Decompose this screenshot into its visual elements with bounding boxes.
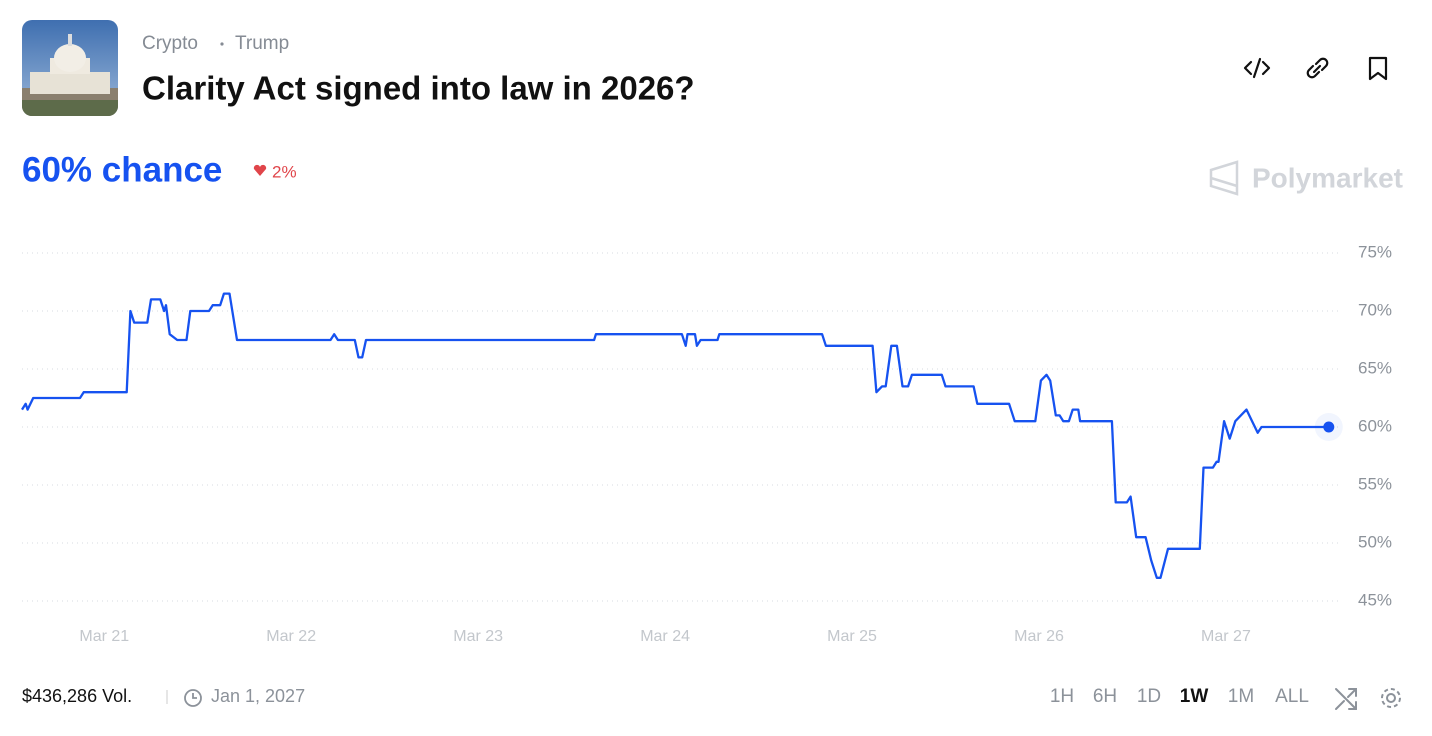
brand-logo bbox=[1209, 160, 1239, 196]
tag[interactable]: Crypto bbox=[142, 33, 198, 54]
end-date: Jan 1, 2027 bbox=[211, 686, 305, 706]
price-line bbox=[21, 292, 1329, 579]
tag[interactable]: Trump bbox=[235, 33, 289, 54]
y-tick-label: 60% bbox=[1358, 416, 1392, 435]
market-title: Clarity Act signed into law in 2026? bbox=[142, 70, 695, 107]
y-tick-label: 70% bbox=[1358, 300, 1392, 319]
settings-icon[interactable] bbox=[1381, 688, 1401, 708]
timeframe-button[interactable]: 6H bbox=[1093, 686, 1117, 707]
shuffle-icon[interactable] bbox=[1335, 688, 1357, 710]
bookmark-icon[interactable] bbox=[1368, 56, 1388, 81]
y-tick-label: 50% bbox=[1358, 532, 1392, 551]
separator bbox=[220, 42, 224, 46]
timeframe-button[interactable]: 1H bbox=[1050, 686, 1074, 707]
link-icon[interactable] bbox=[1306, 57, 1329, 79]
x-tick-label: Mar 25 bbox=[827, 628, 877, 645]
y-tick-label: 45% bbox=[1358, 590, 1392, 609]
last-point bbox=[1323, 421, 1335, 433]
brand: Polymarket bbox=[1252, 162, 1403, 193]
volume: $436,286 Vol. bbox=[22, 686, 132, 706]
change-down-icon bbox=[253, 164, 267, 176]
timeframe-button[interactable]: 1W bbox=[1180, 686, 1209, 707]
change: 2% bbox=[272, 162, 297, 181]
x-tick-label: Mar 22 bbox=[266, 628, 316, 645]
chance: 60% chance bbox=[22, 150, 222, 189]
market-image bbox=[22, 20, 118, 116]
timeframe-button[interactable]: 1M bbox=[1228, 686, 1254, 707]
x-tick-label: Mar 21 bbox=[79, 628, 129, 645]
x-tick-label: Mar 26 bbox=[1014, 628, 1064, 645]
x-tick-label: Mar 23 bbox=[453, 628, 503, 645]
y-tick-label: 55% bbox=[1358, 474, 1392, 493]
x-tick-label: Mar 24 bbox=[640, 628, 690, 645]
actions bbox=[1243, 56, 1388, 81]
embed-icon[interactable] bbox=[1243, 57, 1271, 79]
clock-icon bbox=[184, 689, 202, 707]
timeframe-button[interactable]: 1D bbox=[1137, 686, 1161, 707]
x-tick-label: Mar 27 bbox=[1201, 628, 1251, 645]
timeframe-button[interactable]: ALL bbox=[1275, 686, 1309, 707]
y-tick-label: 65% bbox=[1358, 358, 1392, 377]
y-tick-label: 75% bbox=[1358, 242, 1392, 261]
